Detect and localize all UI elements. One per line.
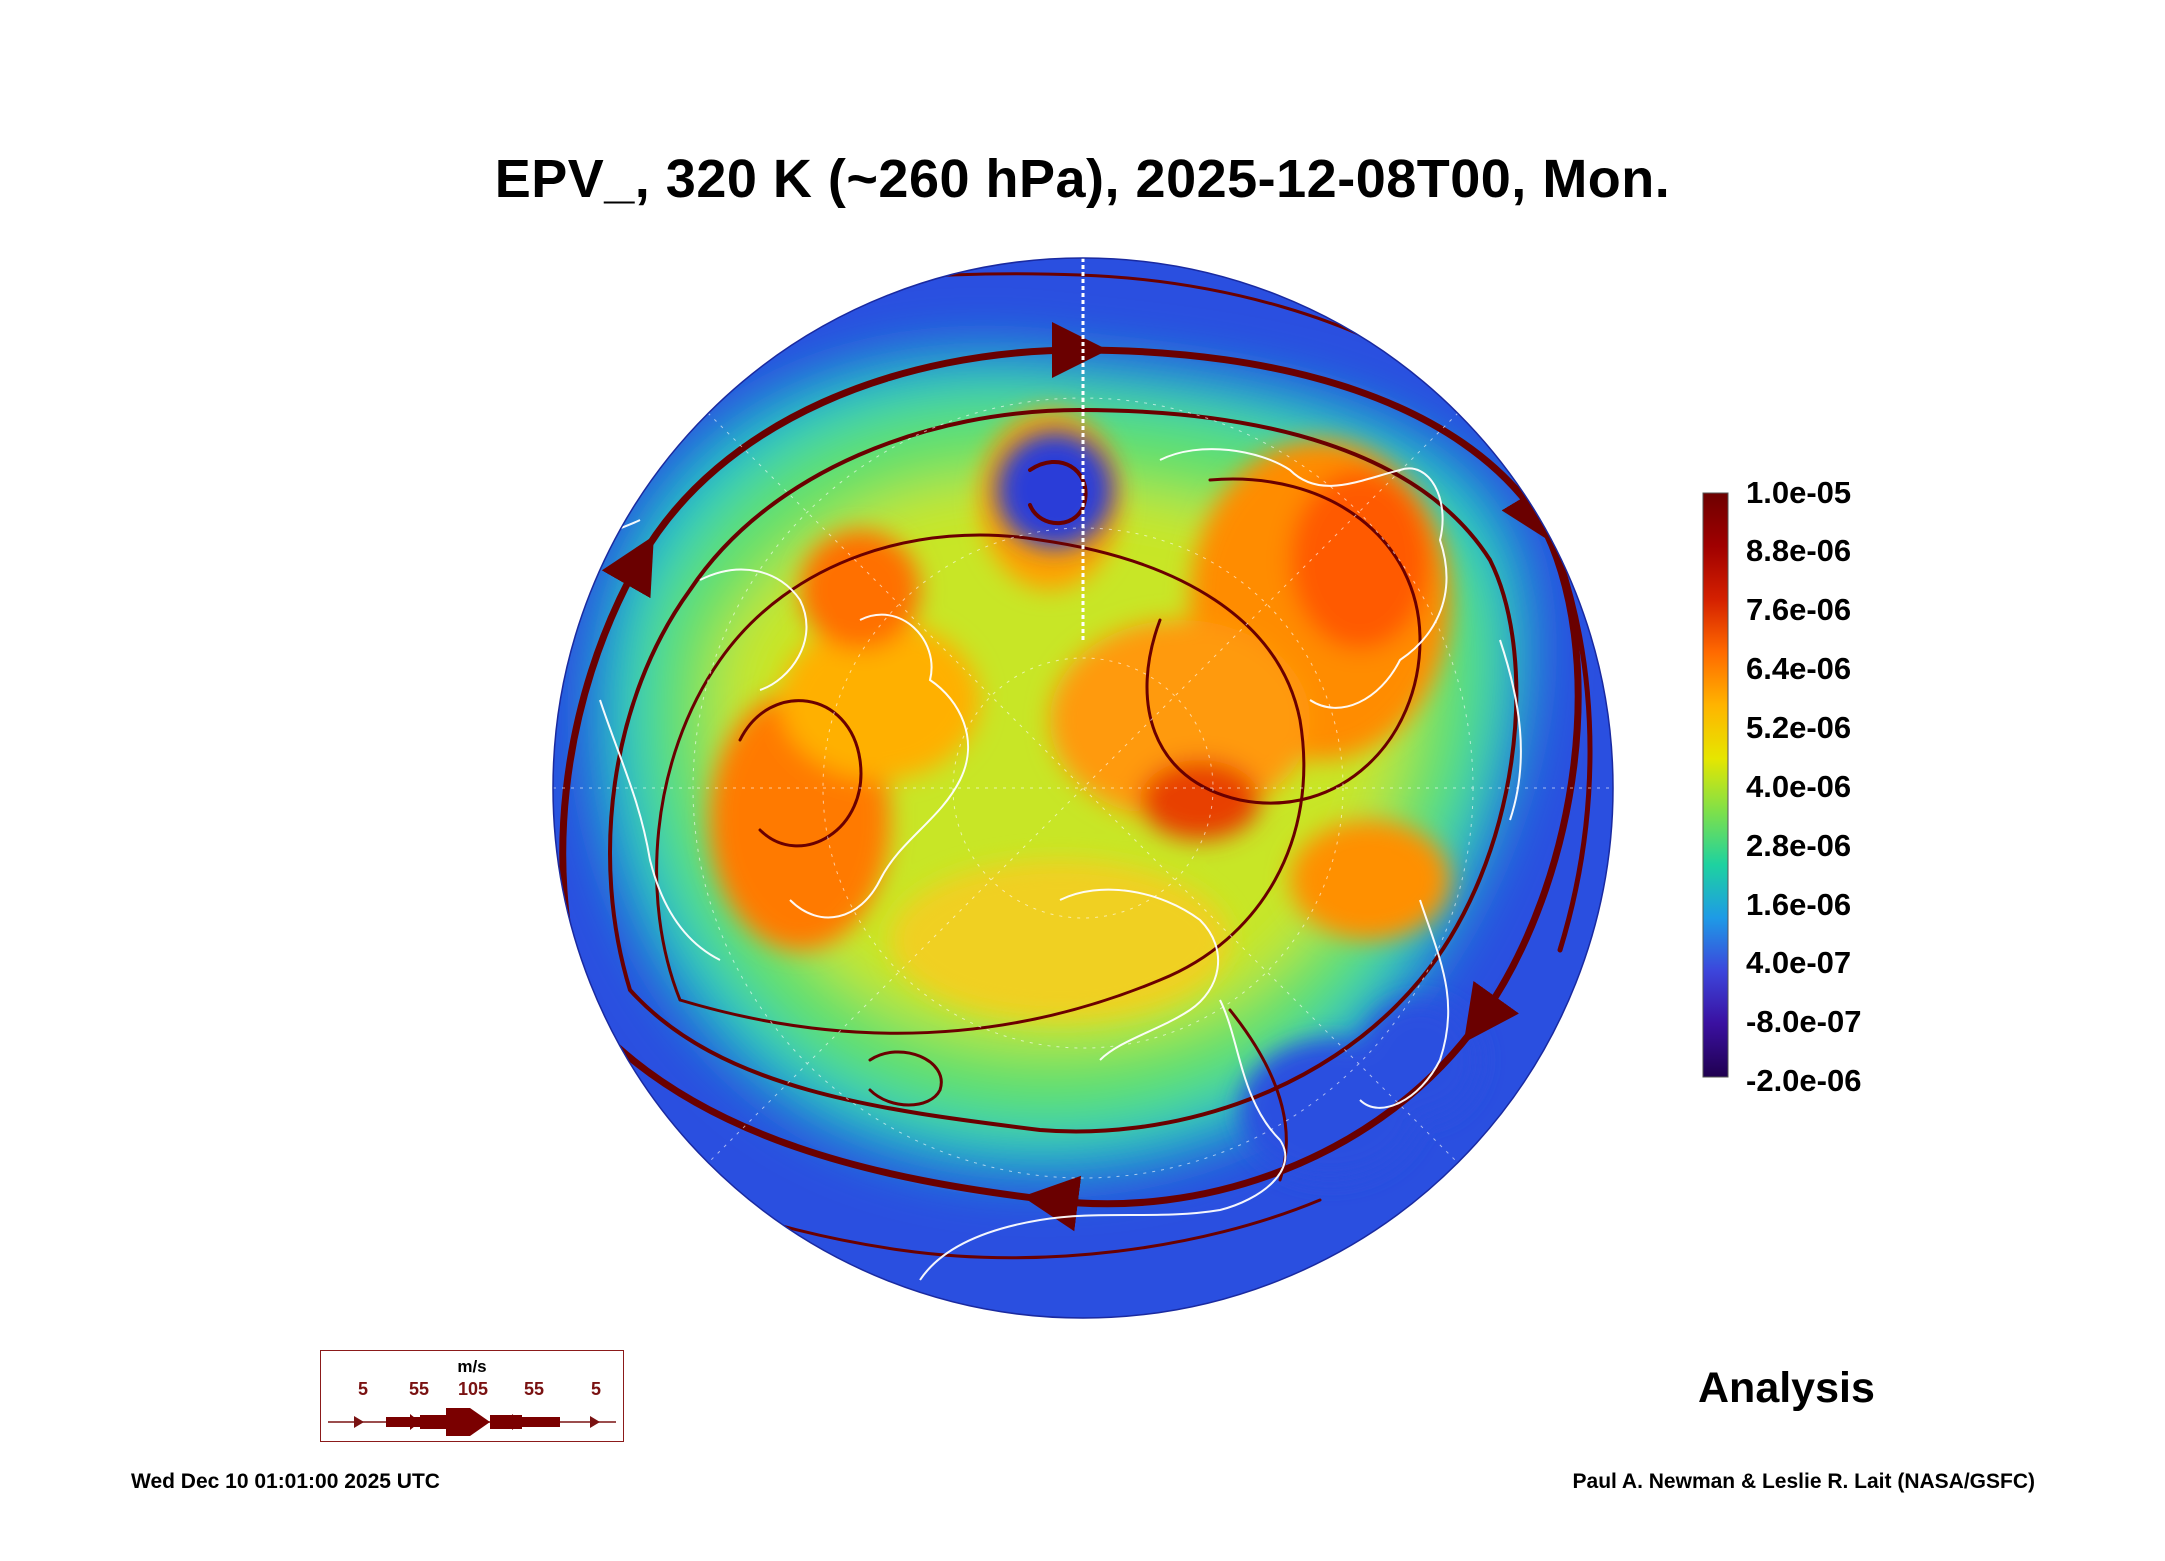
legend-unit: m/s <box>457 1357 487 1376</box>
globe-outline <box>552 257 1614 1319</box>
map-title: EPV_, 320 K (~260 hPa), 2025-12-08T00, M… <box>494 149 1671 209</box>
coastlines <box>559 448 1522 1281</box>
legend-value-2: 105 <box>457 1379 489 1399</box>
colorbar-label-8: 4.0e-07 <box>1746 945 1852 980</box>
colorbar-gradient <box>1702 492 1729 1078</box>
colorbar-label-6: 2.8e-06 <box>1746 828 1852 863</box>
legend-value-3: 55 <box>523 1379 545 1399</box>
colorbar <box>1702 492 1729 1078</box>
colorbar-label-3: 6.4e-06 <box>1746 651 1852 686</box>
credit: Paul A. Newman & Leslie R. Lait (NASA/GS… <box>1572 1470 2035 1493</box>
legend-value-1: 55 <box>408 1379 430 1399</box>
wind-legend-graphic <box>328 1408 616 1436</box>
colorbar-label-1: 8.8e-06 <box>1746 533 1852 568</box>
colorbar-label-9: -8.0e-07 <box>1746 1004 1862 1039</box>
colorbar-label-4: 5.2e-06 <box>1746 710 1852 745</box>
legend-value-4: 5 <box>590 1379 602 1399</box>
timestamp: Wed Dec 10 01:01:00 2025 UTC <box>131 1470 440 1493</box>
colorbar-label-0: 1.0e-05 <box>1746 475 1852 510</box>
analysis-label: Analysis <box>1698 1364 1875 1412</box>
colorbar-label-7: 1.6e-06 <box>1746 887 1852 922</box>
colorbar-label-5: 4.0e-06 <box>1746 769 1852 804</box>
wind-speed-legend: m/s 5 55 105 55 5 <box>320 1350 624 1442</box>
colorbar-label-2: 7.6e-06 <box>1746 592 1852 627</box>
colorbar-label-10: -2.0e-06 <box>1746 1063 1862 1098</box>
epv-field <box>553 258 1613 1318</box>
legend-value-0: 5 <box>357 1379 369 1399</box>
